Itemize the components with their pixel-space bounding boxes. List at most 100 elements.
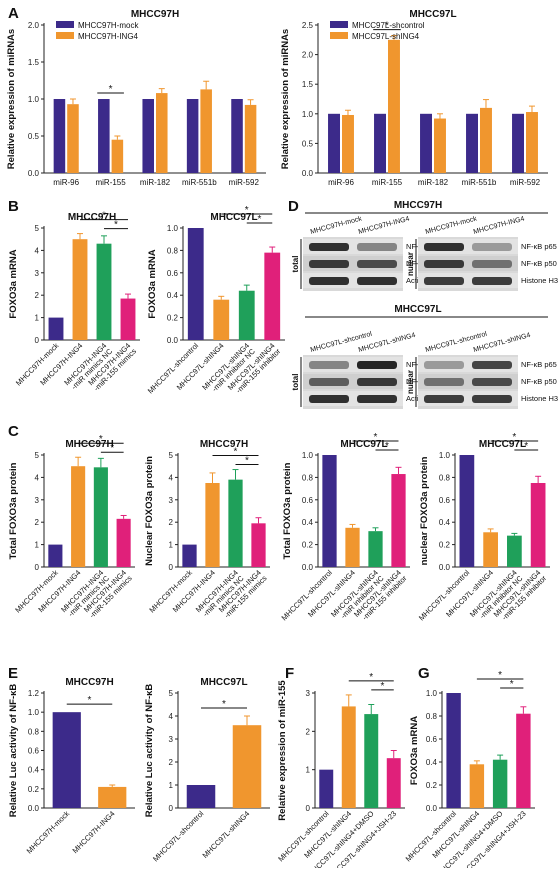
bar: [232, 725, 262, 808]
blot-band: [472, 243, 512, 251]
blot-title: MHCC97L: [394, 304, 441, 315]
y-tick-label: 1.0: [167, 224, 179, 233]
x-tick-label: miR-592: [510, 178, 541, 187]
x-tick-label: miR-182: [418, 178, 449, 187]
y-tick-label: 1.2: [28, 689, 40, 698]
y-tick-label: 0.8: [302, 473, 314, 482]
blot-band: [309, 378, 349, 386]
y-tick-label: 0.6: [28, 747, 40, 756]
y-tick-label: 0.6: [167, 269, 179, 278]
x-tick-label: miR-96: [53, 178, 79, 187]
chart-title: MHCC97H: [68, 212, 116, 223]
blot-side-label: total: [291, 256, 300, 273]
blot-band: [357, 378, 397, 386]
blot-band: [424, 361, 464, 369]
y-tick-label: 1: [169, 541, 174, 550]
y-tick-label: 0.4: [167, 291, 179, 300]
y-tick-label: 1.0: [439, 451, 451, 460]
blot-band: [472, 260, 512, 268]
chart-title: MHCC97H: [65, 677, 113, 688]
blot-band: [424, 378, 464, 386]
bar: [187, 228, 204, 340]
blot-band: [472, 277, 512, 285]
y-tick-label: 0.0: [28, 804, 40, 813]
significance-star: *: [234, 447, 238, 458]
y-tick-label: 0: [169, 804, 174, 813]
panel-letter-d: D: [288, 198, 299, 215]
blot-row-label: Histone H3: [521, 276, 558, 285]
significance-star: *: [99, 434, 103, 445]
bar: [391, 474, 406, 567]
bar: [186, 785, 216, 808]
bar: [368, 531, 383, 567]
bar: [345, 527, 360, 567]
blot-column-label: MHCC97H-mock: [425, 215, 478, 236]
y-axis-label: FOXO3a mRNA: [147, 249, 158, 318]
blot-band: [472, 378, 512, 386]
y-tick-label: 3: [169, 496, 174, 505]
legend-label: MHCC97L-shING4: [352, 32, 420, 41]
chart-c-total-97l: MHCC97L 0.0 0.2 0.4 0.6 0.8 1.0 Total FOXO3a pr…: [280, 432, 410, 622]
blot-band: [424, 260, 464, 268]
y-tick-label: 4: [169, 712, 174, 721]
bar: [93, 467, 108, 567]
y-tick-label: 0.2: [302, 541, 314, 550]
bar: [322, 455, 337, 567]
y-tick-label: 3: [35, 496, 40, 505]
bar: [111, 139, 124, 173]
x-tick-label: miR-155: [95, 178, 126, 187]
significance-star: *: [109, 84, 113, 95]
bar: [71, 466, 86, 567]
bar: [319, 769, 334, 808]
panel-letter-g: G: [418, 665, 430, 682]
y-tick-label: 0.8: [439, 473, 451, 482]
y-tick-label: 0.0: [28, 169, 40, 178]
y-tick-label: 0.8: [167, 246, 179, 255]
significance-star: *: [258, 214, 262, 225]
blot-band: [357, 260, 397, 268]
y-axis-label: Total FOXO3a protein: [282, 462, 293, 559]
blot-row-label: NF-κB p50: [521, 377, 557, 386]
significance-star: *: [512, 432, 516, 443]
blot-band: [472, 395, 512, 403]
chart-title: MHCC97L: [409, 9, 456, 20]
blot-title: MHCC97H: [394, 200, 442, 211]
blot-side-label: nulear: [406, 370, 415, 394]
x-tick-label: miR-96: [328, 178, 354, 187]
y-tick-label: 0.2: [426, 781, 438, 790]
y-tick-label: 0.8: [28, 727, 40, 736]
significance-star: *: [110, 443, 114, 454]
x-tick-label: miR-155: [372, 178, 403, 187]
y-axis-label: Relative expression of miRNAs: [6, 29, 17, 169]
legend-swatch: [330, 21, 348, 28]
bar: [120, 298, 136, 340]
panel-letter-e: E: [8, 665, 18, 682]
y-tick-label: 0.0: [439, 563, 451, 572]
blot-band: [424, 277, 464, 285]
bar: [434, 118, 446, 173]
y-tick-label: 0.0: [167, 336, 179, 345]
bar: [186, 99, 199, 173]
y-tick-label: 2.5: [302, 21, 314, 30]
chart-a-mhcc97h: MHCC97H 0.0 0.5 1.0 1.5 2.0 Relative expressio…: [6, 9, 266, 187]
y-tick-label: 2: [306, 727, 311, 736]
y-tick-label: 0.5: [28, 132, 40, 141]
bar: [205, 483, 220, 567]
chart-c-nuclear-97l: MHCC97L 0.0 0.2 0.4 0.6 0.8 1.0 nuclear FOXO3a …: [417, 432, 550, 622]
chart-title: MHCC97L: [340, 439, 387, 450]
bar: [492, 759, 508, 808]
y-axis-label: Nuclear FOXO3a protein: [144, 456, 155, 566]
chart-title: MHCC97H: [65, 439, 113, 450]
bar: [480, 107, 492, 173]
significance-star: *: [374, 432, 378, 443]
y-tick-label: 3: [169, 735, 174, 744]
y-tick-label: 1.0: [302, 451, 314, 460]
y-tick-label: 1.0: [302, 110, 314, 119]
y-tick-label: 5: [35, 224, 40, 233]
blot-row-label: NF-κB p50: [521, 259, 557, 268]
bar: [328, 113, 340, 173]
y-tick-label: 5: [35, 451, 40, 460]
